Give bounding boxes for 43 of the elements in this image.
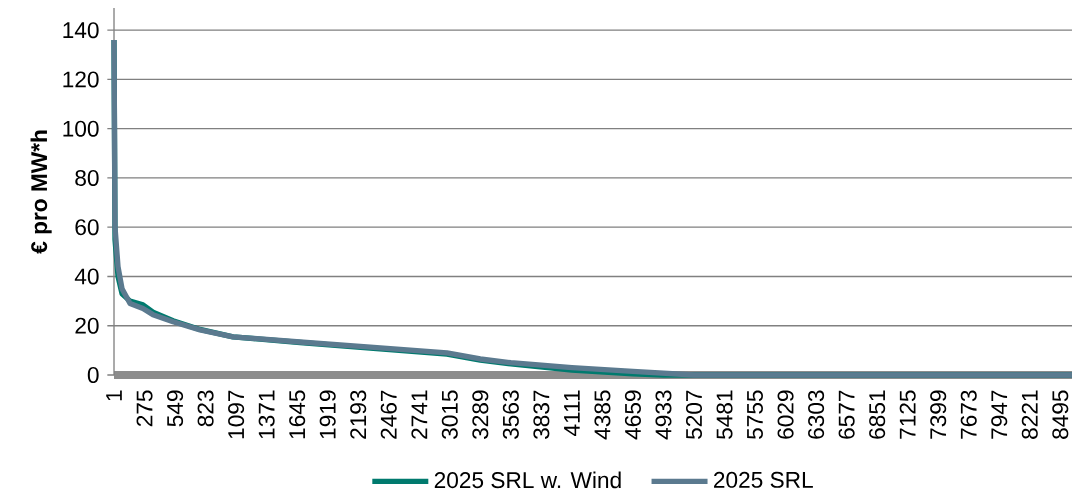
x-tick-label: 7947 xyxy=(991,390,1008,439)
x-tick-label: 275 xyxy=(136,390,153,427)
x-tick-label: 3837 xyxy=(533,390,550,440)
x-tick-label: 6029 xyxy=(777,390,794,439)
x-tick-label: 6303 xyxy=(808,390,825,439)
x-tick-label: 8221 xyxy=(1021,390,1038,439)
x-tick-label: 5207 xyxy=(685,390,703,439)
x-tick-label: 5755 xyxy=(747,390,763,439)
x-tick-label: 4933 xyxy=(655,390,672,440)
y-tick-label: 0 xyxy=(87,366,99,384)
x-tick-label: 6577 xyxy=(838,390,855,439)
x-tick-label: 7125 xyxy=(899,390,916,439)
legend-label: 2025 SRL xyxy=(714,471,813,488)
y-tick-label: 100 xyxy=(63,120,99,137)
x-tick-label: 1 xyxy=(106,390,122,401)
x-tick-label: 2741 xyxy=(411,390,428,439)
x-tick-label: 2467 xyxy=(380,390,397,439)
y-tick-label: 20 xyxy=(75,317,99,334)
y-tick-label: 140 xyxy=(63,22,99,39)
x-tick-label: 4385 xyxy=(594,390,611,440)
x-tick-label: 5481 xyxy=(716,390,733,439)
x-tick-label: 1919 xyxy=(319,390,336,439)
y-axis-title: € pro MW*h xyxy=(30,130,52,254)
x-tick-label: 3015 xyxy=(441,390,458,440)
x-tick-label: 3289 xyxy=(472,390,489,440)
y-tick-label: 40 xyxy=(74,268,99,285)
y-tick-label: 80 xyxy=(75,169,99,186)
x-tick-label: 7399 xyxy=(930,390,947,439)
y-tick-label: 60 xyxy=(75,219,99,236)
y-tick-label: 120 xyxy=(63,71,99,88)
x-tick-label: 8495 xyxy=(1052,390,1069,439)
x-tick-label: 823 xyxy=(197,390,214,427)
x-tick-label: 7673 xyxy=(960,390,977,439)
x-tick-label: 1645 xyxy=(289,390,306,439)
legend-label: 2025 SRL w. Wind xyxy=(434,471,621,489)
x-tick-label: 2193 xyxy=(350,390,367,439)
x-tick-label: 3563 xyxy=(502,390,519,440)
x-tick-label: 549 xyxy=(167,390,184,427)
x-tick-label: 1371 xyxy=(258,390,275,439)
x-tick-label: 4659 xyxy=(624,390,641,440)
x-tick-label: 6851 xyxy=(869,390,886,439)
x-tick-label: 1097 xyxy=(228,390,245,439)
x-tick-label: 4111 xyxy=(564,390,580,437)
